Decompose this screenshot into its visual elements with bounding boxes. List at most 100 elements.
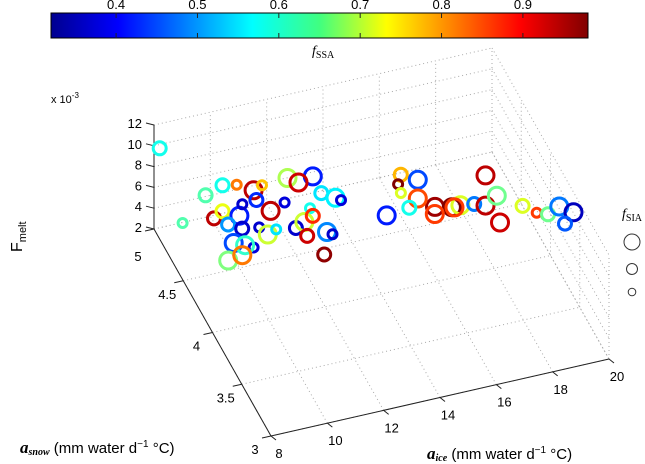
y-tick-label: 3.5: [217, 390, 235, 405]
y-axis-tick: [144, 228, 155, 232]
size-legend-medium: [626, 263, 638, 275]
x-axis-tick: [327, 422, 333, 428]
x-axis-tick: [552, 371, 558, 377]
grid-line-z-right: [491, 110, 610, 318]
y-axis-tick: [232, 383, 242, 387]
scatter-point: [230, 178, 243, 191]
scatter-point: [475, 165, 496, 186]
scatter-point: [401, 199, 418, 216]
x-axis-tick: [383, 409, 389, 415]
scatter-point: [490, 212, 510, 233]
colorbar-ticks: 0.4 0.5 0.6 0.7 0.8 0.9: [107, 0, 532, 38]
y-axis-label: asnow (mm water d−1 °C): [20, 438, 175, 458]
size-legend-title: fSIA: [622, 207, 643, 224]
size-legend: fSIA: [622, 207, 643, 297]
z-tick-label: 2: [135, 220, 142, 235]
scatter-point: [236, 198, 249, 211]
y-tick-label: 4: [193, 339, 200, 354]
axes: 8 10 12 14 16 18 20 3 3.5 4 4.5 5 2 4 6 8 10 12: [128, 116, 625, 461]
grid-line-y-floor: [241, 306, 580, 385]
scatter-point: [326, 228, 339, 241]
scatter-point: [407, 188, 428, 209]
x-tick-label: 20: [610, 369, 624, 384]
scatter-point: [214, 177, 231, 194]
scatter-point: [234, 220, 251, 237]
scatter-point: [475, 195, 496, 216]
colorbar-tick-label: 0.9: [514, 0, 532, 12]
x-axis-label: aice (mm water d−1 °C): [427, 444, 572, 464]
z-multiplier: x 10-3: [51, 91, 79, 106]
x-tick-label: 12: [384, 420, 398, 435]
scatter-point: [235, 235, 256, 256]
z-tick-label: 4: [135, 199, 142, 214]
colorbar-tick-label: 0.4: [107, 0, 125, 12]
scatter-point: [514, 197, 531, 214]
scatter-point: [424, 204, 445, 224]
grid-line-z-right: [491, 89, 610, 297]
y-tick-label: 4.5: [158, 287, 176, 302]
grid-line-y-floor: [183, 203, 522, 282]
grid-line-y-floor: [212, 255, 551, 333]
x-axis-tick: [270, 435, 277, 441]
scatter-point: [270, 223, 283, 236]
colorbar-tick-label: 0.5: [188, 0, 206, 12]
grid: [153, 47, 610, 437]
scatter-point: [220, 216, 237, 233]
grid-line-z-back: [153, 68, 493, 147]
scatter-point: [335, 194, 347, 207]
z-tick-label: 8: [135, 158, 142, 173]
x-tick-label: 8: [275, 446, 282, 461]
x-axis-tick: [608, 358, 615, 364]
colorbar-tick-label: 0.6: [270, 0, 288, 12]
colorbar: 0.4 0.5 0.6 0.7 0.8 0.9 fSSA: [50, 0, 589, 61]
x-tick-label: 14: [441, 408, 455, 423]
z-axis-label: Fmelt: [9, 221, 29, 252]
grid-line-z-back: [153, 47, 493, 126]
scatter-point: [260, 200, 281, 221]
scatter-point: [466, 196, 483, 212]
colorbar-gradient: [50, 12, 589, 39]
x-tick-label: 18: [553, 382, 567, 397]
scatter-point: [288, 172, 309, 193]
scatter-point: [444, 197, 465, 218]
colorbar-label: fSSA: [312, 44, 335, 61]
z-tick-label: 10: [128, 137, 142, 152]
scatter-point: [151, 140, 168, 157]
scatter-point: [304, 207, 321, 224]
scatter-point: [486, 185, 507, 206]
scatter-point: [232, 245, 253, 266]
scatter-point: [176, 217, 189, 229]
y-tick-label: 5: [134, 249, 141, 264]
z-axis-tick: [145, 122, 155, 126]
scatter-point: [316, 246, 333, 263]
scatter-point: [277, 168, 298, 188]
z-tick-label: 12: [128, 116, 142, 131]
z-tick-label: 6: [135, 178, 142, 193]
grid-line-y-floor: [153, 151, 493, 230]
y-axis-tick: [203, 332, 213, 335]
scatter-point: [248, 192, 265, 208]
scatter-point: [407, 169, 428, 190]
scatter-point: [394, 187, 407, 199]
scatter-point: [256, 179, 268, 192]
scatter-point: [376, 205, 397, 226]
x-tick-label: 16: [497, 395, 511, 410]
grid-line-z-back: [153, 109, 493, 188]
x-axis-tick: [496, 384, 502, 390]
z-axis-tick: [145, 184, 155, 188]
scatter-point: [563, 202, 584, 223]
grid-line-x-floor: [266, 203, 385, 411]
z-axis-tick: [145, 205, 155, 209]
size-legend-small: [627, 287, 637, 297]
z-axis-tick: [145, 164, 155, 168]
z-axis-tick: [145, 226, 155, 230]
colorbar-tick-label: 0.7: [351, 0, 369, 12]
y-axis-tick: [174, 280, 184, 284]
scatter-point: [197, 187, 214, 204]
grid-line-z-back: [153, 89, 493, 168]
grid-line-z-right: [491, 68, 610, 277]
scatter-point: [530, 206, 543, 219]
scatter-point: [299, 227, 316, 244]
scatter-point: [278, 196, 291, 209]
